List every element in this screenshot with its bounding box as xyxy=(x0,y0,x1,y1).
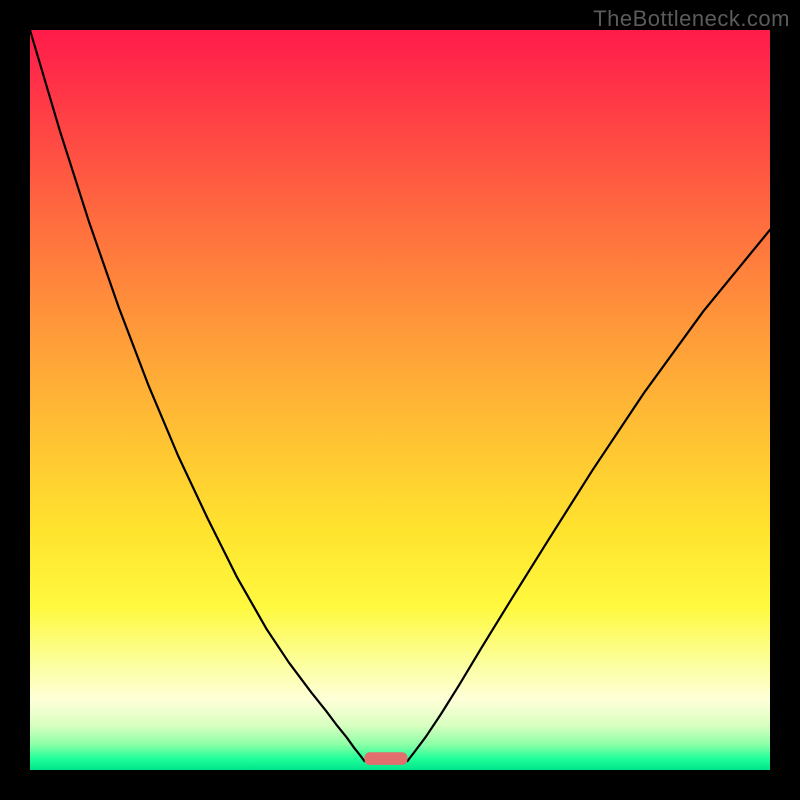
watermark-text: TheBottleneck.com xyxy=(593,6,790,32)
plot-background xyxy=(30,30,770,770)
optimal-marker xyxy=(364,752,407,765)
chart-root xyxy=(0,0,800,800)
bottleneck-chart xyxy=(0,0,800,800)
